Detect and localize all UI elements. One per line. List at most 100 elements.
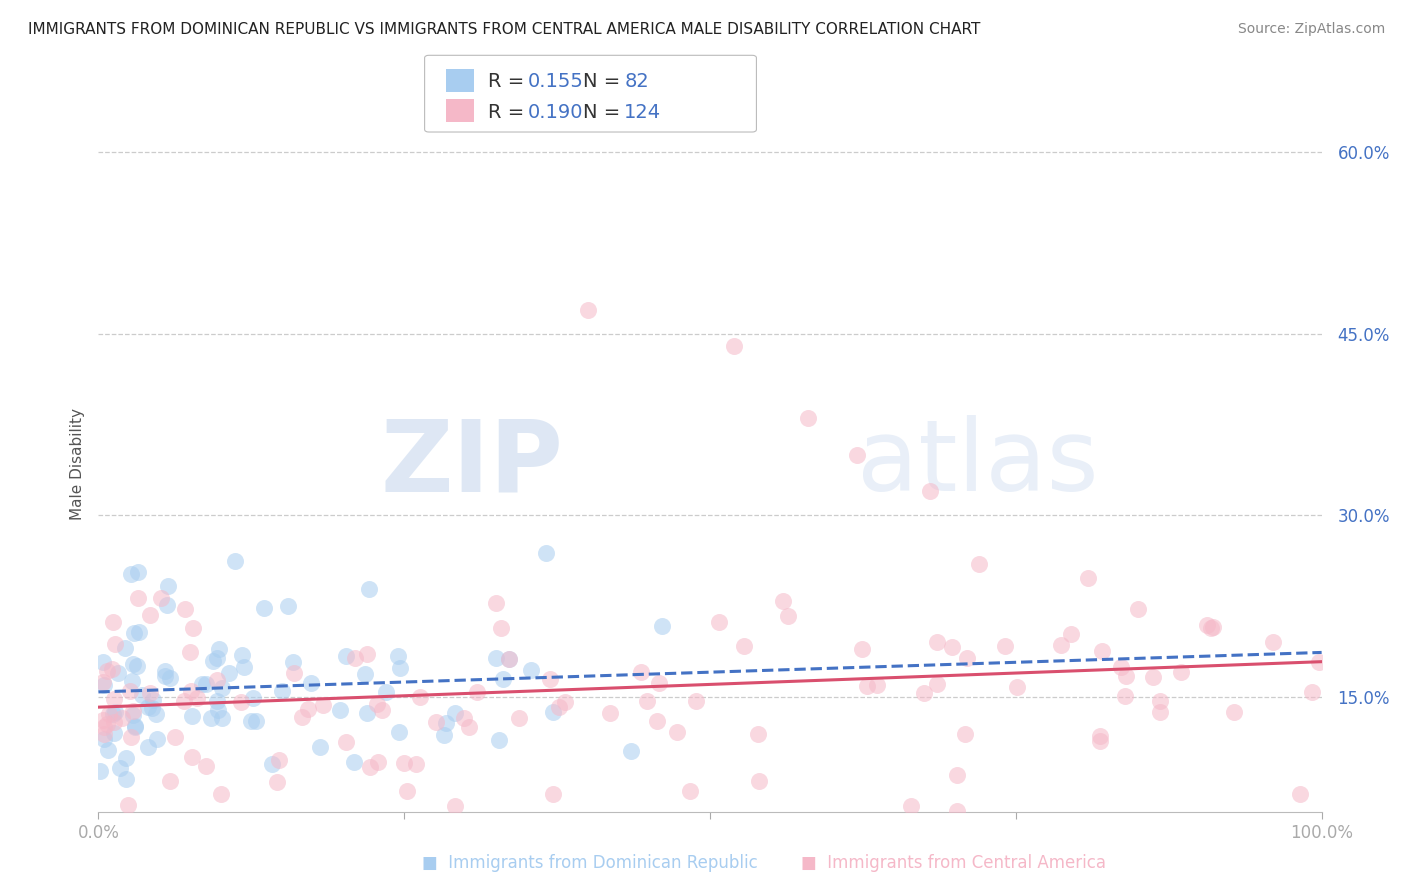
Point — [453, 711, 475, 725]
Point — [211, 711, 233, 725]
Point — [388, 661, 411, 675]
Point — [1261, 635, 1284, 649]
Point — [388, 725, 411, 739]
Point — [231, 648, 253, 662]
Point — [534, 546, 557, 560]
Point — [685, 694, 707, 708]
Point — [1126, 602, 1149, 616]
Point — [195, 677, 218, 691]
Point — [128, 624, 150, 639]
Point — [458, 720, 481, 734]
Point — [599, 706, 621, 721]
Point — [900, 798, 922, 813]
Point — [395, 783, 418, 797]
Point — [179, 645, 201, 659]
Point — [1109, 659, 1132, 673]
Point — [291, 710, 314, 724]
Point — [103, 715, 125, 730]
Point — [651, 619, 673, 633]
Point — [925, 634, 948, 648]
Point — [122, 704, 145, 718]
Point — [967, 557, 990, 571]
Point — [1202, 620, 1225, 634]
Point — [1115, 669, 1137, 683]
Point — [180, 708, 202, 723]
Point — [666, 724, 689, 739]
Point — [797, 411, 820, 425]
Text: IMMIGRANTS FROM DOMINICAN REPUBLIC VS IMMIGRANTS FROM CENTRAL AMERICA MALE DISAB: IMMIGRANTS FROM DOMINICAN REPUBLIC VS IM… — [28, 22, 980, 37]
Point — [96, 716, 118, 731]
Point — [96, 664, 118, 678]
Point — [707, 615, 730, 629]
Point — [93, 678, 115, 692]
Text: atlas: atlas — [856, 416, 1098, 512]
Point — [356, 706, 378, 720]
Point — [93, 727, 115, 741]
Point — [108, 761, 131, 775]
Point — [97, 743, 120, 757]
Point — [91, 714, 114, 728]
Point — [845, 448, 868, 462]
Point — [733, 639, 755, 653]
Point — [174, 602, 197, 616]
Text: 0.190: 0.190 — [527, 103, 582, 121]
Point — [229, 695, 252, 709]
Point — [1149, 693, 1171, 707]
Point — [465, 685, 488, 699]
Point — [271, 684, 294, 698]
Point — [97, 706, 120, 721]
Point — [1142, 670, 1164, 684]
Point — [191, 677, 214, 691]
Point — [138, 685, 160, 699]
Point — [645, 714, 668, 728]
Point — [107, 665, 129, 680]
Point — [142, 693, 165, 707]
Point — [120, 683, 142, 698]
Point — [748, 774, 770, 789]
Point — [103, 692, 125, 706]
Point — [636, 694, 658, 708]
Point — [855, 680, 877, 694]
Point — [218, 666, 240, 681]
Point — [91, 656, 114, 670]
Point — [1149, 705, 1171, 719]
Point — [120, 730, 142, 744]
Point — [433, 729, 456, 743]
Point — [946, 804, 969, 818]
Point — [778, 609, 800, 624]
Point — [425, 715, 447, 730]
Point — [159, 774, 181, 789]
Point — [200, 711, 222, 725]
Point — [488, 732, 510, 747]
Point — [145, 706, 167, 721]
Point — [1199, 621, 1222, 635]
Point — [489, 621, 512, 635]
Point — [1088, 729, 1111, 743]
Point — [443, 706, 465, 720]
Text: N =: N = — [583, 103, 627, 121]
Point — [648, 676, 671, 690]
Point — [941, 640, 963, 654]
Point — [366, 698, 388, 712]
Point — [994, 639, 1017, 653]
Point — [498, 652, 520, 666]
Point — [541, 787, 564, 801]
Point — [245, 714, 267, 728]
Point — [93, 720, 115, 734]
Point — [354, 666, 377, 681]
Point — [679, 784, 702, 798]
Point — [630, 665, 652, 680]
Point — [1197, 618, 1219, 632]
Point — [157, 578, 180, 592]
Point — [103, 725, 125, 739]
Point — [124, 626, 146, 640]
Point — [380, 820, 402, 834]
Point — [538, 673, 561, 687]
Point — [1222, 705, 1244, 719]
Point — [547, 700, 569, 714]
Text: ■  Immigrants from Dominican Republic: ■ Immigrants from Dominican Republic — [422, 855, 758, 872]
Point — [405, 757, 427, 772]
Text: ZIP: ZIP — [381, 416, 564, 512]
Point — [136, 700, 159, 714]
Point — [357, 582, 380, 596]
